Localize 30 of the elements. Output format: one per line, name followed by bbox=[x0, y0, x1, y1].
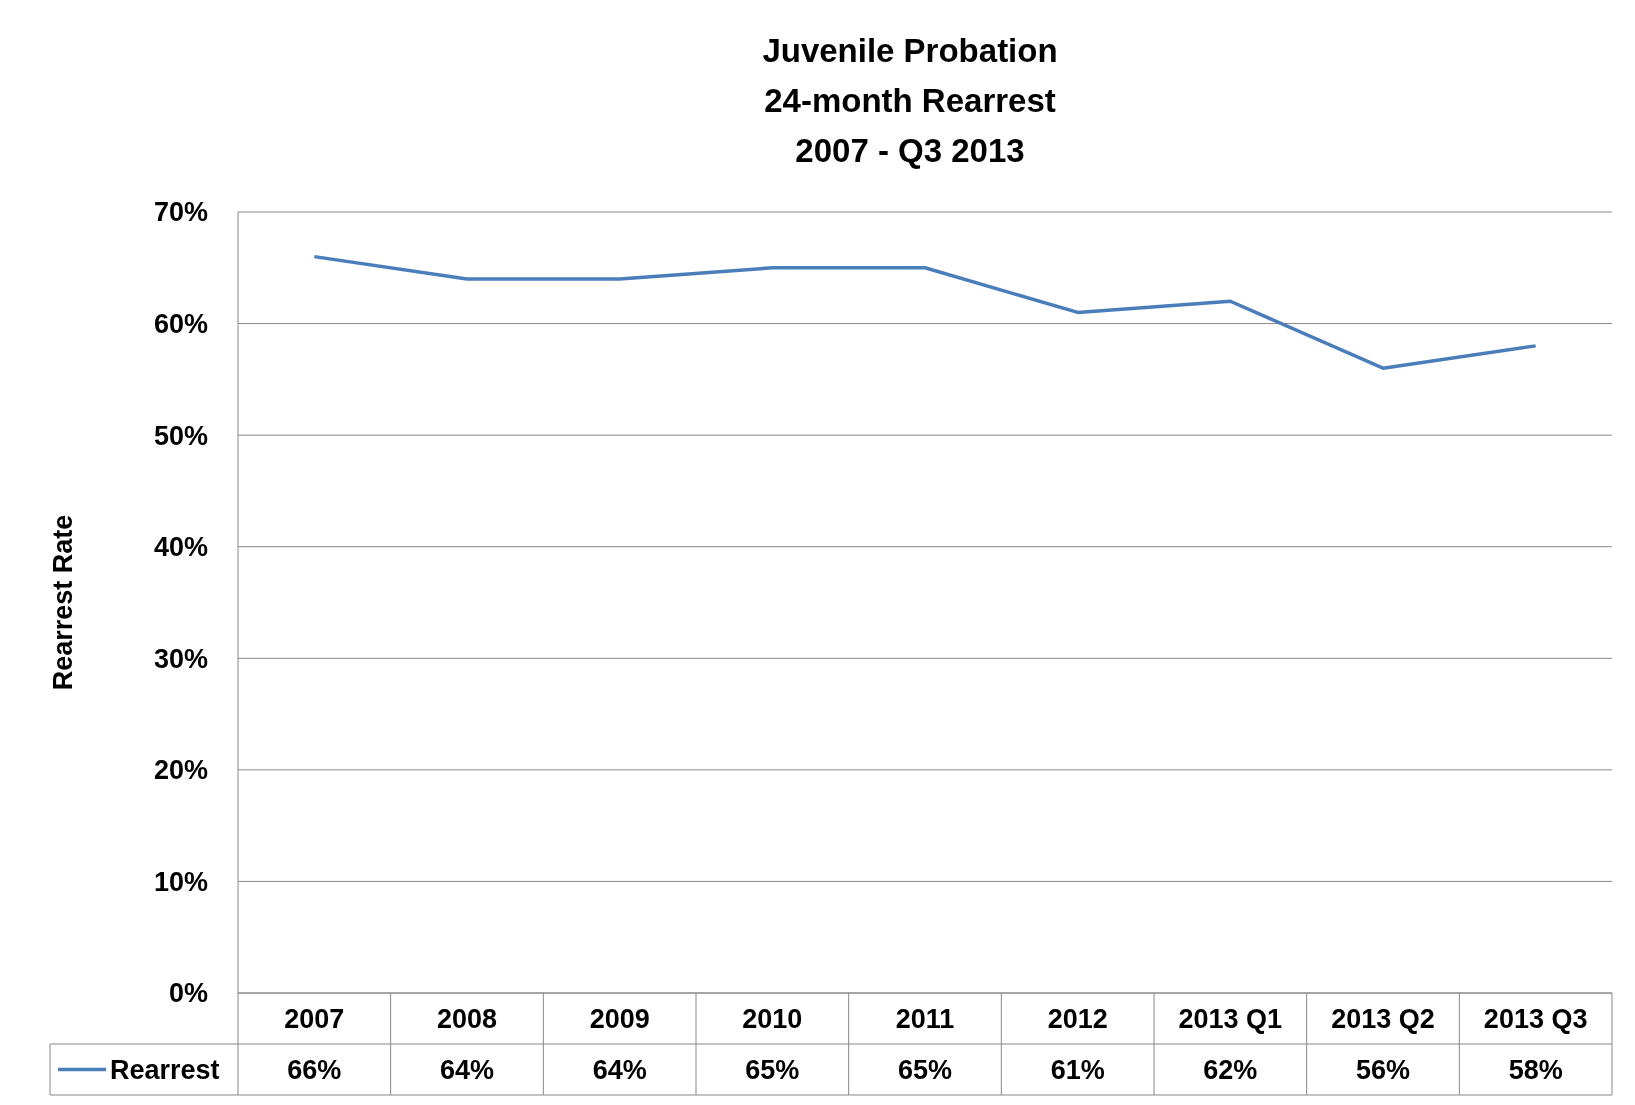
x-tick-label: 2013 Q3 bbox=[1483, 1003, 1588, 1034]
data-label: 66% bbox=[287, 1054, 342, 1085]
data-label: 58% bbox=[1508, 1054, 1563, 1085]
data-label: 61% bbox=[1050, 1054, 1105, 1085]
y-tick-label: 20% bbox=[153, 755, 208, 786]
y-tick-label: 0% bbox=[168, 978, 208, 1009]
data-label: 65% bbox=[897, 1054, 953, 1085]
x-tick-label: 2008 bbox=[436, 1003, 498, 1034]
x-tick-label: 2012 bbox=[1047, 1003, 1108, 1034]
y-axis-title: Rearrest Rate bbox=[48, 514, 78, 691]
x-tick-label: 2013 Q1 bbox=[1178, 1003, 1283, 1034]
data-label: 64% bbox=[439, 1054, 495, 1085]
x-tick-label: 2007 bbox=[284, 1003, 345, 1034]
line-series bbox=[312, 254, 1538, 370]
y-tick-label: 60% bbox=[153, 309, 208, 340]
y-tick-label: 10% bbox=[153, 866, 208, 897]
x-tick-label: 2010 bbox=[742, 1003, 803, 1034]
data-label: 56% bbox=[1355, 1054, 1411, 1085]
y-tick-label: 50% bbox=[153, 420, 208, 451]
y-tick-label: 70% bbox=[153, 197, 208, 228]
data-label: 65% bbox=[745, 1054, 800, 1085]
x-tick-label: 2009 bbox=[589, 1003, 650, 1034]
data-label: 64% bbox=[592, 1054, 647, 1085]
legend-label: Rearrest bbox=[110, 1054, 220, 1085]
chart-title: Juvenile Probation 24-month Rearrest 2007 - Q3 2013 bbox=[762, 32, 1058, 169]
x-tick-label: 2013 Q2 bbox=[1331, 1003, 1435, 1034]
y-tick-label: 30% bbox=[153, 643, 208, 674]
y-tick-label: 40% bbox=[153, 532, 208, 563]
x-tick-label: 2011 bbox=[895, 1003, 955, 1034]
data-label: 62% bbox=[1203, 1054, 1258, 1085]
